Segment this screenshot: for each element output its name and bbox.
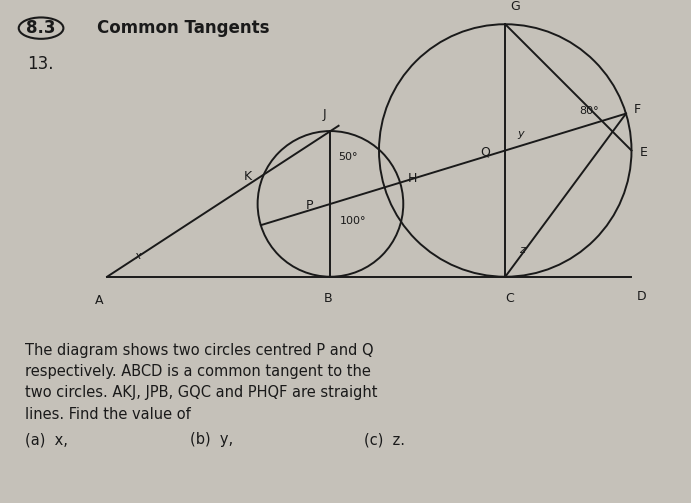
Text: K: K bbox=[244, 170, 252, 183]
Text: lines. Find the value of: lines. Find the value of bbox=[25, 407, 190, 422]
Text: H: H bbox=[408, 172, 417, 185]
Text: G: G bbox=[510, 0, 520, 13]
Text: (b)  y,: (b) y, bbox=[189, 432, 233, 447]
Text: (a)  x,: (a) x, bbox=[25, 432, 68, 447]
Text: x: x bbox=[134, 251, 141, 261]
Text: (c)  z.: (c) z. bbox=[364, 432, 406, 447]
Text: B: B bbox=[324, 292, 333, 305]
Text: P: P bbox=[305, 199, 313, 212]
Text: two circles. AKJ, JPB, GQC and PHQF are straight: two circles. AKJ, JPB, GQC and PHQF are … bbox=[25, 385, 377, 400]
Text: C: C bbox=[506, 292, 515, 305]
Text: y: y bbox=[517, 129, 524, 139]
Text: 80°: 80° bbox=[579, 106, 599, 116]
Text: Common Tangents: Common Tangents bbox=[97, 19, 270, 37]
Text: E: E bbox=[639, 146, 647, 159]
Text: Q: Q bbox=[480, 146, 490, 159]
Text: The diagram shows two circles centred P and Q: The diagram shows two circles centred P … bbox=[25, 343, 373, 358]
Text: F: F bbox=[634, 103, 641, 116]
Text: 8.3: 8.3 bbox=[26, 19, 56, 37]
Text: J: J bbox=[323, 108, 326, 121]
Text: D: D bbox=[636, 290, 646, 303]
Text: z: z bbox=[519, 245, 524, 256]
Text: 13.: 13. bbox=[28, 55, 54, 73]
Text: A: A bbox=[95, 294, 104, 307]
Text: 100°: 100° bbox=[340, 216, 367, 225]
Text: 50°: 50° bbox=[338, 152, 358, 162]
Text: respectively. ABCD is a common tangent to the: respectively. ABCD is a common tangent t… bbox=[25, 364, 370, 379]
